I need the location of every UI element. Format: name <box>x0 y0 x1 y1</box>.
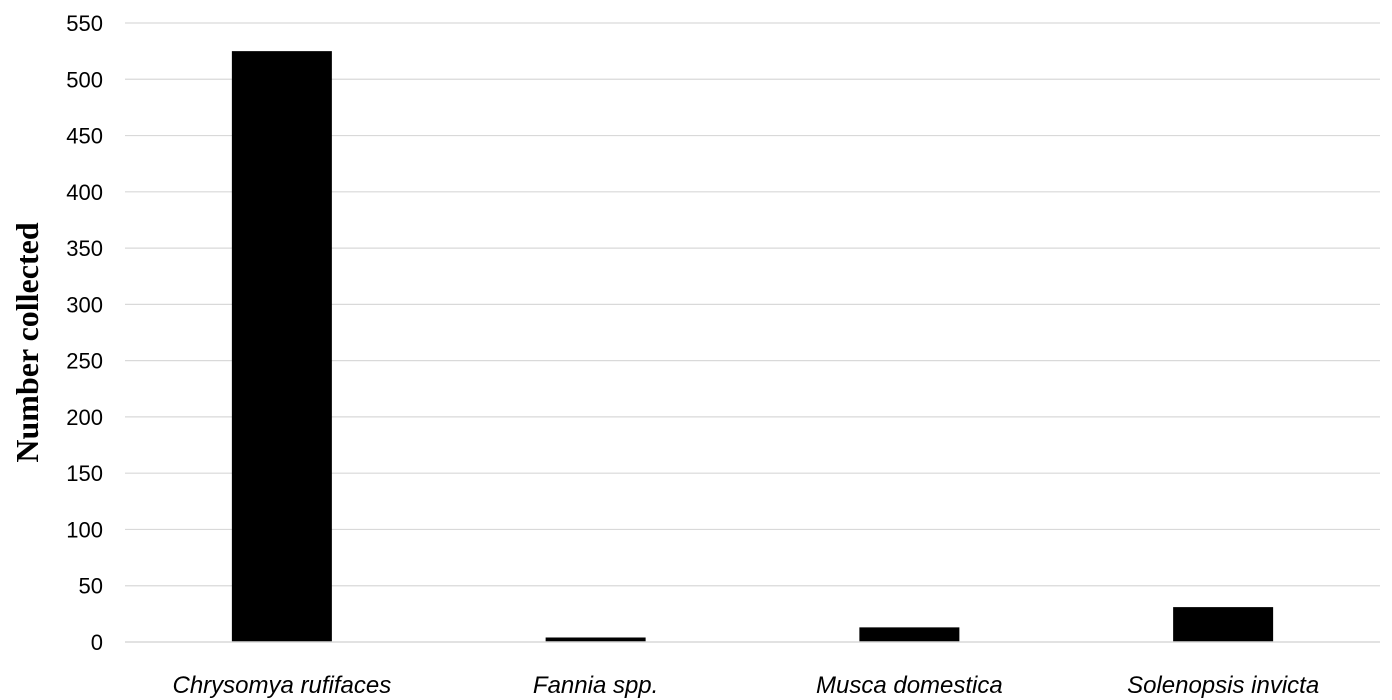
y-tick-label: 300 <box>66 292 103 317</box>
bar-fannia-spp <box>545 637 646 642</box>
y-tick-label: 200 <box>66 405 103 430</box>
bar-musca-domestica <box>859 627 960 642</box>
x-axis-categories: Chrysomya rufifaces Fannia spp. Musca dome… <box>173 672 1320 699</box>
x-category-label: Musca domestica <box>816 672 1003 699</box>
bars <box>231 51 1274 643</box>
x-category-label: Fannia spp. <box>533 672 658 699</box>
y-tick-label: 500 <box>66 67 103 92</box>
y-tick-label: 100 <box>66 517 103 542</box>
x-category-label: Solenopsis invicta <box>1127 672 1319 699</box>
y-tick-label: 150 <box>66 461 103 486</box>
y-tick-label: 250 <box>66 349 103 374</box>
y-tick-label: 50 <box>79 574 103 599</box>
y-tick-label: 0 <box>91 630 103 655</box>
x-category-label: Chrysomya rufifaces <box>173 672 392 699</box>
y-axis-ticks: 0 50 100 150 200 250 300 350 400 450 500 550 <box>66 11 103 655</box>
bar-solenopsis-invicta <box>1173 607 1274 642</box>
y-axis-title: Number collected <box>9 222 45 462</box>
y-tick-label: 400 <box>66 180 103 205</box>
gridlines <box>125 22 1380 587</box>
bar-chrysomya-rufifaces <box>231 51 332 643</box>
y-tick-label: 550 <box>66 11 103 36</box>
y-tick-label: 450 <box>66 124 103 149</box>
y-tick-label: 350 <box>66 236 103 261</box>
